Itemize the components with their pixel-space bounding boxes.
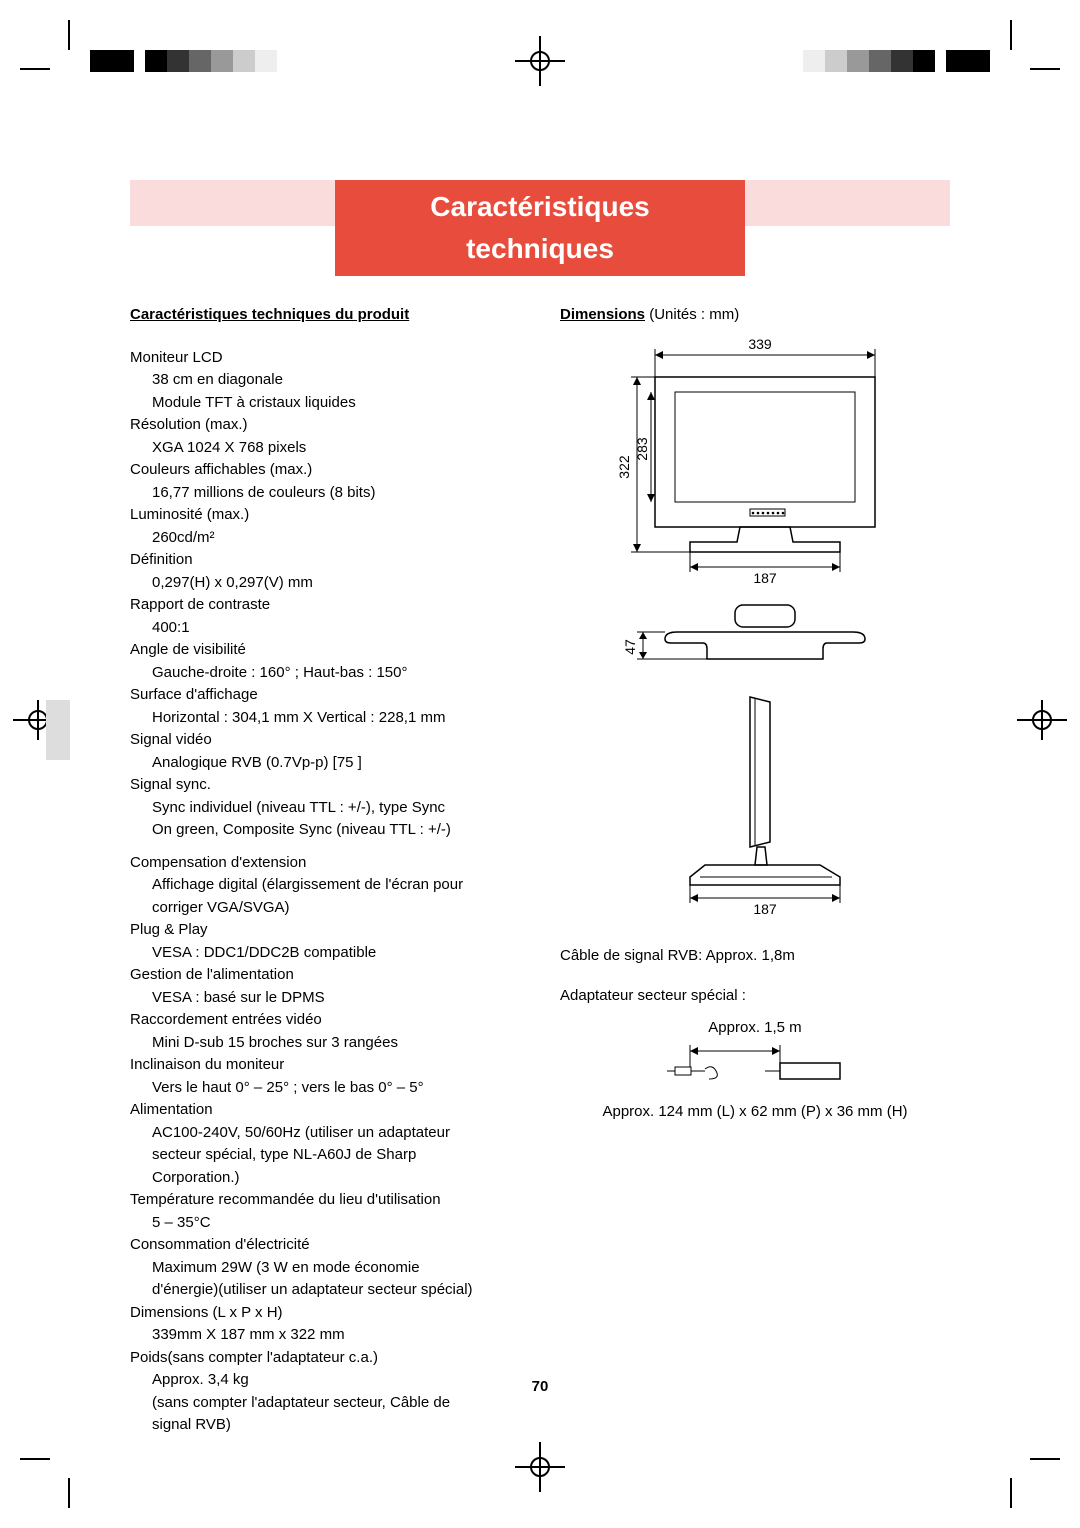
spec-label: Signal vidéo	[130, 729, 520, 752]
registration-cross-right	[1022, 700, 1062, 740]
spec-label: Température recommandée du lieu d'utilis…	[130, 1189, 520, 1212]
spec-label: Alimentation	[130, 1099, 520, 1122]
spec-value: 38 cm en diagonale	[152, 369, 520, 392]
dim-width: 339	[748, 337, 772, 352]
page-title: Caractéristiques techniques	[335, 180, 745, 276]
specs-list: Moniteur LCD38 cm en diagonaleModule TFT…	[130, 347, 520, 1437]
title-bar: Caractéristiques techniques	[130, 180, 950, 276]
spec-label: Compensation d'extension	[130, 852, 520, 875]
svg-text:283: 283	[634, 437, 650, 461]
registration-cross-top	[525, 46, 555, 76]
diagram-front-view: 339 32	[560, 337, 950, 587]
color-strip-top-left	[90, 50, 277, 72]
spec-label: Poids(sans compter l'adaptateur c.a.)	[130, 1347, 520, 1370]
adapter-length: Approx. 1,5 m	[645, 1017, 865, 1040]
svg-text:47: 47	[622, 639, 638, 655]
spec-value: VESA : basé sur le DPMS	[152, 987, 520, 1010]
cable-note: Câble de signal RVB: Approx. 1,8m	[560, 941, 950, 971]
registration-top	[0, 50, 1080, 72]
spec-label: Raccordement entrées vidéo	[130, 1009, 520, 1032]
crop-mark-br	[1010, 1458, 1040, 1488]
spec-value: Vers le haut 0° – 25° ; vers le bas 0° –…	[152, 1077, 520, 1100]
spec-label: Dimensions (L x P x H)	[130, 1302, 520, 1325]
spec-value: Gauche-droite : 160° ; Haut-bas : 150°	[152, 662, 520, 685]
color-strip-top-right	[803, 50, 990, 72]
spec-value: Affichage digital (élargissement de l'éc…	[152, 874, 520, 897]
spec-value: VESA : DDC1/DDC2B compatible	[152, 942, 520, 965]
spec-value: Analogique RVB (0.7Vp-p) [75 ]	[152, 752, 520, 775]
spec-label: Luminosité (max.)	[130, 504, 520, 527]
spec-value: corriger VGA/SVGA)	[152, 897, 520, 920]
spec-value: Corporation.)	[152, 1167, 520, 1190]
spec-value: Horizontal : 304,1 mm X Vertical : 228,1…	[152, 707, 520, 730]
spec-label: Angle de visibilité	[130, 639, 520, 662]
spec-label: Inclinaison du moniteur	[130, 1054, 520, 1077]
spec-value: signal RVB)	[152, 1414, 520, 1437]
adapter-dims: Approx. 124 mm (L) x 62 mm (P) x 36 mm (…	[560, 1101, 950, 1124]
spec-label: Définition	[130, 549, 520, 572]
left-column: Caractéristiques techniques du produit M…	[130, 304, 520, 1437]
spec-label: Résolution (max.)	[130, 414, 520, 437]
registration-cross-bottom	[525, 1452, 555, 1482]
spec-value: 260cd/m²	[152, 527, 520, 550]
crop-mark-tr	[1010, 40, 1040, 70]
spec-value: 339mm X 187 mm x 322 mm	[152, 1324, 520, 1347]
svg-text:187: 187	[753, 901, 777, 917]
spec-value: Sync individuel (niveau TTL : +/-), type…	[152, 797, 520, 820]
spec-value: Maximum 29W (3 W en mode économie	[152, 1257, 520, 1280]
crop-mark-tl	[40, 40, 70, 70]
dimensions-heading: Dimensions (Unités : mm)	[560, 304, 950, 327]
spec-label: Surface d'affichage	[130, 684, 520, 707]
svg-text:322: 322	[616, 455, 632, 479]
page-content: Caractéristiques techniques Caractéristi…	[130, 180, 950, 1398]
spec-value: 400:1	[152, 617, 520, 640]
spec-label: Couleurs affichables (max.)	[130, 459, 520, 482]
registration-bottom	[0, 1456, 1080, 1478]
spec-value: Mini D-sub 15 broches sur 3 rangées	[152, 1032, 520, 1055]
spec-value: 16,77 millions de couleurs (8 bits)	[152, 482, 520, 505]
spec-label: Signal sync.	[130, 774, 520, 797]
svg-text:187: 187	[753, 570, 777, 586]
spec-label: Moniteur LCD	[130, 347, 520, 370]
spec-value: XGA 1024 X 768 pixels	[152, 437, 520, 460]
diagram-adapter: Approx. 1,5 m	[645, 1017, 865, 1090]
spec-value: d'énergie)(utiliser un adaptateur secteu…	[152, 1279, 520, 1302]
right-column: Dimensions (Unités : mm) 339	[560, 304, 950, 1437]
spec-label: Consommation d'électricité	[130, 1234, 520, 1257]
spec-label: Gestion de l'alimentation	[130, 964, 520, 987]
adapter-heading: Adaptateur secteur spécial :	[560, 981, 950, 1011]
diagram-side-view: 187	[560, 687, 950, 917]
spec-value: 5 – 35°C	[152, 1212, 520, 1235]
side-tab	[46, 700, 70, 760]
spec-label: Rapport de contraste	[130, 594, 520, 617]
spec-value: AC100-240V, 50/60Hz (utiliser un adaptat…	[152, 1122, 520, 1145]
spec-value: On green, Composite Sync (niveau TTL : +…	[152, 819, 520, 842]
spec-label: Plug & Play	[130, 919, 520, 942]
diagram-top-view: 47	[560, 597, 950, 677]
spec-value: Module TFT à cristaux liquides	[152, 392, 520, 415]
spec-value: secteur spécial, type NL-A60J de Sharp	[152, 1144, 520, 1167]
page-number: 70	[130, 1376, 950, 1399]
crop-mark-bl	[40, 1458, 70, 1488]
spec-value: 0,297(H) x 0,297(V) mm	[152, 572, 520, 595]
specs-heading: Caractéristiques techniques du produit	[130, 304, 520, 327]
